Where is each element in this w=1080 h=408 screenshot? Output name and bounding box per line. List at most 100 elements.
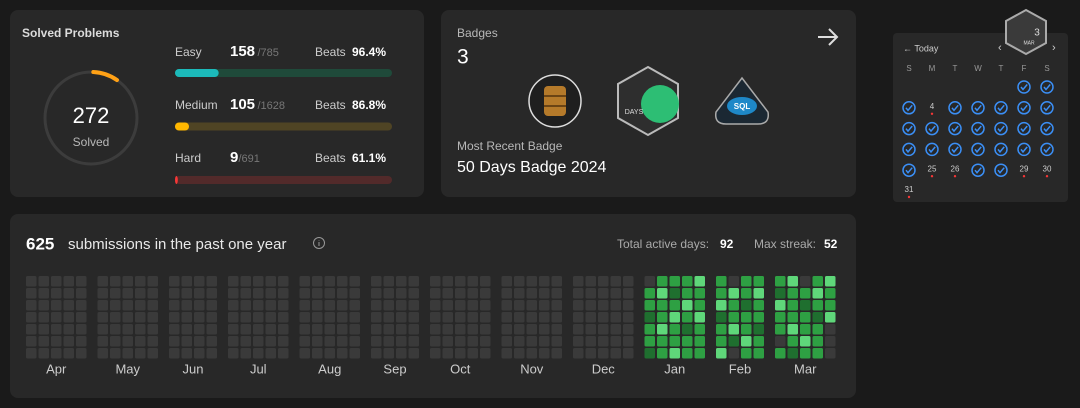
heatmap-cell [825, 276, 836, 287]
heatmap-cell [800, 348, 811, 359]
next-month[interactable]: › [1052, 42, 1056, 54]
heatmap-cell [408, 312, 419, 323]
heatmap-cell [598, 300, 609, 311]
month-label: Feb [729, 361, 751, 376]
max-streak: 52 [824, 237, 838, 251]
progress-track [175, 176, 392, 184]
heatmap-cell [585, 324, 596, 335]
arrow-button[interactable] [818, 28, 839, 46]
heatmap-cell [383, 276, 394, 287]
heatmap-cell [501, 300, 512, 311]
heatmap-cell [169, 348, 180, 359]
heatmap-cell [122, 312, 133, 323]
heatmap-cell [324, 276, 335, 287]
badge-icon[interactable]: DAYS [617, 65, 679, 137]
heatmap-cell [551, 312, 562, 323]
heatmap-cell [76, 276, 87, 287]
heatmap-cell [278, 336, 289, 347]
heatmap-cell [455, 324, 466, 335]
heatmap-cell [38, 336, 49, 347]
heatmap-cell [610, 348, 621, 359]
check-glyph [1043, 125, 1051, 133]
heatmap-cell [110, 348, 121, 359]
badge-db-lines [544, 95, 566, 107]
heatmap-cell [265, 276, 276, 287]
day-dot [953, 175, 957, 178]
check-glyph [1020, 125, 1028, 133]
heatmap-cell [324, 348, 335, 359]
heatmap-cell [644, 336, 655, 347]
solved-card [10, 10, 424, 197]
heatmap-cell [682, 312, 693, 323]
info-icon[interactable] [313, 237, 325, 249]
day-solved [925, 142, 939, 157]
heatmap-cell [812, 336, 823, 347]
check-glyph [1020, 146, 1028, 154]
heatmap-cell [775, 336, 786, 347]
heatmap-cell [787, 336, 798, 347]
progress-bar [175, 69, 219, 77]
heatmap-cell [26, 348, 37, 359]
heatmap-cell [110, 276, 121, 287]
heatmap-cell [38, 348, 49, 359]
heatmap-cell [430, 336, 441, 347]
prev-month[interactable]: ‹ [998, 42, 1002, 54]
ring-progress [91, 70, 119, 83]
heatmap-cell [206, 312, 217, 323]
badge-icon[interactable] [528, 74, 582, 128]
heatmap-cell [76, 288, 87, 299]
active-days: 92 [720, 237, 734, 251]
day-number: 26 [951, 164, 960, 173]
month-badge-hex [1005, 8, 1047, 56]
heatmap-cell [573, 348, 584, 359]
badge-icon[interactable]: SQL [714, 76, 770, 125]
heatmap-cell [657, 348, 668, 359]
heatmap-cell [825, 324, 836, 335]
heatmap-cell [800, 288, 811, 299]
heatmap-cell [480, 336, 491, 347]
heatmap-cell [514, 312, 525, 323]
heatmap-cell [573, 324, 584, 335]
heatmap-cell [682, 324, 693, 335]
heatmap-cell [539, 336, 550, 347]
heatmap-cell [716, 300, 727, 311]
heatmap-cell [644, 348, 655, 359]
heatmap-cell [206, 276, 217, 287]
heatmap-cell [430, 300, 441, 311]
day-solved [971, 142, 985, 157]
heatmap-cell [753, 336, 764, 347]
heatmap-cell [775, 324, 786, 335]
check-glyph [1043, 104, 1051, 112]
heatmap-cell [480, 288, 491, 299]
heatmap-cell [122, 336, 133, 347]
heatmap-cell [408, 336, 419, 347]
heatmap-cell [480, 312, 491, 323]
heatmap-cell [63, 312, 74, 323]
heatmap-cell [147, 336, 158, 347]
card-title: Badges [457, 26, 498, 40]
heatmap-cell [716, 324, 727, 335]
heatmap-cell [383, 324, 394, 335]
today-button[interactable]: ← Today [903, 43, 939, 53]
heatmap-cell [775, 348, 786, 359]
heatmap-cell [110, 288, 121, 299]
heatmap-cell [694, 324, 705, 335]
heatmap-cell [51, 288, 62, 299]
heatmap-cell [501, 336, 512, 347]
heatmap-cell [97, 336, 108, 347]
heatmap-cell [181, 300, 192, 311]
heatmap-cell [228, 276, 239, 287]
heatmap-cell [97, 324, 108, 335]
heatmap-cell [741, 288, 752, 299]
heatmap-cell [657, 312, 668, 323]
heatmap-cell [585, 312, 596, 323]
heatmap-cell [51, 300, 62, 311]
heatmap-cell [299, 276, 310, 287]
heatmap-cell [38, 324, 49, 335]
day-dot [1045, 175, 1049, 178]
heatmap-cell [585, 288, 596, 299]
heatmap-cell [228, 288, 239, 299]
day-solved [994, 142, 1008, 157]
heatmap-cell [682, 336, 693, 347]
